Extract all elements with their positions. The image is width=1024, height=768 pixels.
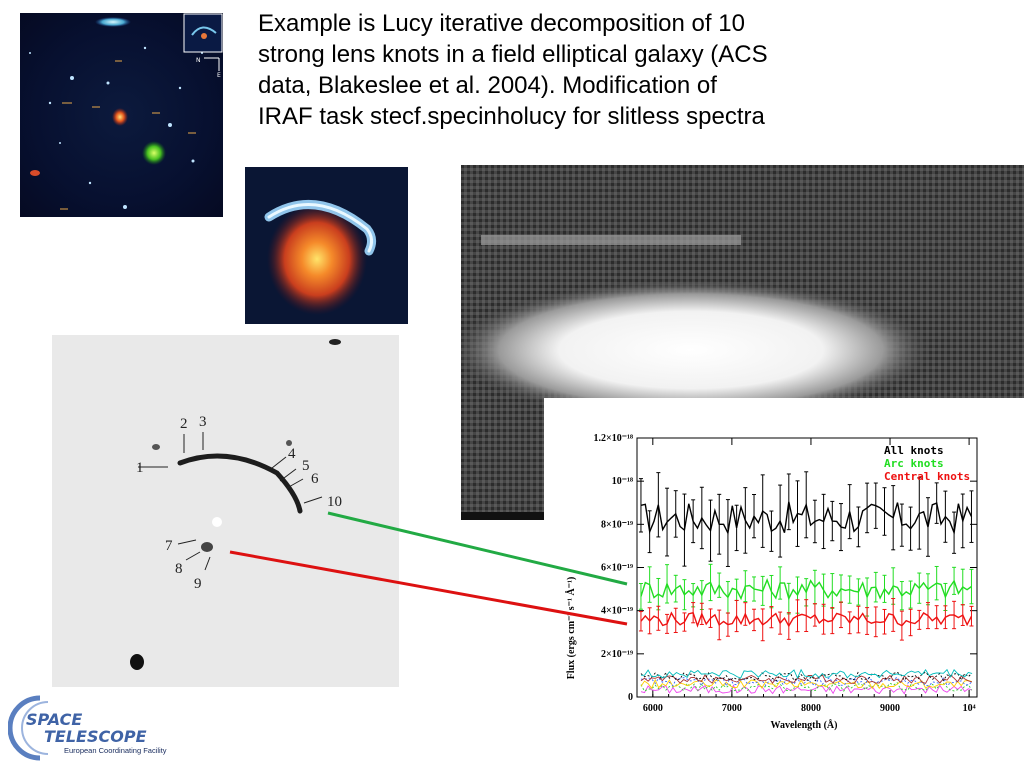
- caption-line-2: strong lens knots in a field elliptical …: [258, 41, 768, 68]
- individual-knot-line: [640, 678, 973, 690]
- individual-knot-line: [640, 681, 973, 692]
- legend-all-knots: All knots: [884, 444, 944, 457]
- spectrum-arc-trace: [481, 235, 741, 245]
- y-axis-label: Flux (ergs cm⁻² s⁻¹ Å⁻¹): [565, 577, 577, 680]
- blob-right: [286, 440, 292, 446]
- knot-leader-lines: [138, 432, 323, 571]
- caption: Example is Lucy iterative decomposition …: [258, 8, 938, 132]
- knot-label-4: 4: [288, 446, 296, 462]
- logo-subtitle: European Coordinating Facility: [64, 746, 167, 755]
- knot-label-8: 8: [175, 561, 183, 577]
- logo-word-telescope: TELESCOPE: [44, 727, 147, 746]
- spectrum-bottom-bar: [461, 512, 551, 520]
- field-color-image: N E: [20, 13, 223, 217]
- knot-label-5: 5: [302, 458, 310, 474]
- lens-knot-panel: 1 2 3 4 5 6 10 7 8 9: [52, 335, 399, 687]
- individual-knot-line: [640, 668, 973, 680]
- field-galaxy-top: [95, 17, 131, 27]
- spectrum-chart: 6000 7000 8000 9000 10⁴ 0 2×10⁻¹⁹ 4×10⁻¹⁹ 6×10⁻¹…: [565, 433, 978, 731]
- knot-label-9: 9: [194, 576, 202, 592]
- lens-galaxy: [267, 203, 367, 315]
- knot-label-3: 3: [199, 414, 207, 430]
- inset-core: [201, 33, 207, 39]
- y-tick-label: 1.2×10⁻¹⁸: [594, 433, 633, 444]
- knot-label-2: 2: [180, 416, 188, 432]
- x-tick-label: 9000: [880, 703, 900, 714]
- caption-line-3: data, Blakeslee et al. 2004). Modificati…: [258, 72, 717, 99]
- lens-color-cutout: [245, 167, 408, 324]
- lens-knot-svg: 1 2 3 4 5 6 10 7 8 9: [130, 339, 342, 670]
- lens-arc-core: [267, 203, 374, 253]
- logo-svg: SPACE TELESCOPE European Coordinating Fa…: [8, 695, 167, 761]
- field-image-svg: N E: [29, 13, 223, 210]
- y-tick-label: 6×10⁻¹⁹: [601, 563, 633, 574]
- central-knots: [201, 542, 213, 552]
- individual-knot-line: [640, 674, 973, 685]
- y-tick-label: 10⁻¹⁸: [612, 476, 633, 487]
- y-tick-label: 2×10⁻¹⁹: [601, 649, 633, 660]
- lens-center-hole: [212, 517, 222, 527]
- knot-label-1: 1: [136, 460, 144, 476]
- x-tick-label: 10⁴: [963, 703, 976, 714]
- inset-box: [183, 13, 223, 53]
- x-tick-label: 6000: [643, 703, 663, 714]
- spectrum-plot-panel: 6000 7000 8000 9000 10⁴ 0 2×10⁻¹⁹ 4×10⁻¹⁹ 6×10⁻¹…: [544, 398, 1024, 738]
- logo-swoosh-inner-icon: [21, 701, 49, 755]
- knot-label-6: 6: [311, 471, 319, 487]
- logo-swoosh-icon: [8, 695, 41, 761]
- lens-galaxy-small: [112, 108, 128, 126]
- blob-left: [152, 444, 160, 450]
- field-galaxy-marks: [60, 60, 196, 210]
- spectrum-trace: [461, 280, 931, 420]
- knot-label-10: 10: [327, 494, 342, 510]
- stecf-logo: SPACE TELESCOPE European Coordinating Fa…: [8, 692, 198, 762]
- legend-arc-knots: Arc knots: [884, 457, 944, 470]
- lens-cutout-svg: [264, 200, 377, 315]
- x-tick-label: 8000: [801, 703, 821, 714]
- x-tick-label: 7000: [722, 703, 742, 714]
- y-tick-label: 8×10⁻¹⁹: [601, 519, 633, 530]
- knot-label-7: 7: [165, 538, 173, 554]
- green-galaxy: [142, 141, 166, 165]
- x-axis-label: Wavelength (Å): [771, 719, 838, 731]
- caption-line-1: Example is Lucy iterative decomposition …: [258, 10, 745, 37]
- red-galaxy: [30, 170, 40, 176]
- legend-central-knots: Central knots: [884, 470, 970, 483]
- blob-top-right: [329, 339, 341, 345]
- plot-series: [638, 471, 974, 695]
- y-tick-label: 4×10⁻¹⁹: [601, 606, 633, 617]
- blob-bottom: [130, 654, 144, 670]
- caption-line-4: IRAF task stecf.specinholucy for slitles…: [258, 103, 765, 130]
- inset-arc: [191, 26, 217, 36]
- logo-word-space: SPACE: [26, 710, 82, 729]
- field-stars: [29, 46, 203, 209]
- individual-knot-line: [640, 684, 973, 695]
- lens-arc-grey: [177, 453, 303, 514]
- y-tick-label: 0: [628, 692, 633, 703]
- compass-label-e: E: [217, 72, 221, 79]
- compass-label-n: N: [196, 57, 201, 64]
